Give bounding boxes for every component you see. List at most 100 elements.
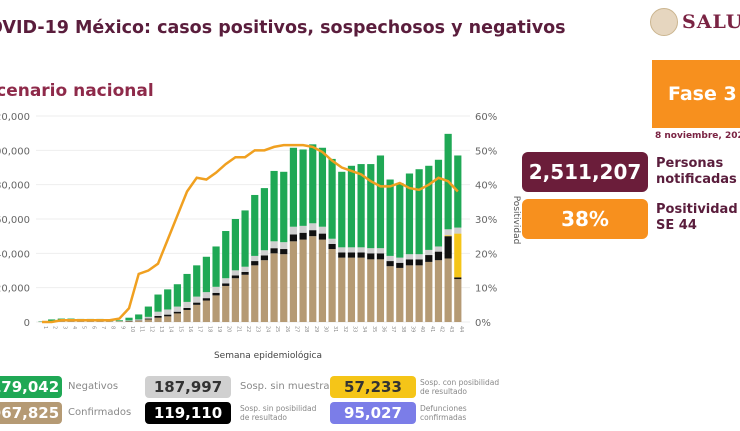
legend-value: 57,233 xyxy=(330,376,416,398)
bar-segment xyxy=(405,254,414,260)
bar-segment xyxy=(338,171,346,248)
bar-segment xyxy=(415,254,423,260)
bar-segment xyxy=(260,260,269,322)
bar-segment xyxy=(318,233,327,240)
bar-segment xyxy=(405,259,414,266)
bar-segment xyxy=(270,248,278,254)
bar-segment xyxy=(222,283,230,286)
bar-segment xyxy=(212,295,220,322)
x-tick-label: 43 xyxy=(448,326,454,332)
bar-segment xyxy=(115,320,123,322)
bar-segment xyxy=(357,257,365,322)
bar-segment xyxy=(280,242,288,250)
x-tick-label: 28 xyxy=(303,326,309,332)
legend-value: 179,042 xyxy=(0,376,62,398)
bar-segment xyxy=(270,241,278,249)
bar-segment xyxy=(357,247,365,253)
bar-segment xyxy=(251,261,259,266)
bar-segment xyxy=(347,252,356,258)
bar-segment xyxy=(231,278,239,322)
page-subtitle: scenario nacional xyxy=(0,81,154,101)
chart: 0 0% 20,000 10% 40,000 20% 60,000 30% 80,000 40% 1… xyxy=(0,112,521,361)
bar-segment xyxy=(309,144,317,224)
x-tick-label: 32 xyxy=(342,326,348,332)
y-tick-label: 0 xyxy=(24,318,30,329)
bar-segment xyxy=(299,149,307,226)
x-tick-label: 30 xyxy=(322,326,328,332)
kpi-label-line: SE 44 xyxy=(656,218,697,233)
bar-segment xyxy=(125,317,133,321)
x-tick-label: 33 xyxy=(351,326,357,332)
bar-segment xyxy=(347,165,356,248)
seal-icon xyxy=(650,8,678,36)
legend-value: 119,110 xyxy=(145,402,231,424)
bar-segment xyxy=(222,278,230,284)
bar-segment xyxy=(270,170,278,242)
kpi-personas-value: 2,511,207 xyxy=(522,152,648,192)
bar-segment xyxy=(444,235,452,237)
y-tick-label: 20,000 xyxy=(0,284,30,295)
kpi-label-line: notificadas xyxy=(656,172,737,187)
y-tick-label: 60,000 xyxy=(0,215,30,226)
x-tick-label: 23 xyxy=(255,326,261,332)
bar-segment xyxy=(434,251,443,261)
bar-segment xyxy=(212,246,220,287)
bar-segment xyxy=(328,158,336,239)
legend-label: Defunciones confirmadas xyxy=(420,404,467,422)
y2-tick-label: 20% xyxy=(475,249,497,260)
bar-segment xyxy=(173,306,181,312)
bar-segment xyxy=(144,316,152,319)
bar-segment xyxy=(144,319,152,322)
bar-segment xyxy=(135,319,143,321)
bar-segment xyxy=(231,219,239,271)
bar-segment xyxy=(173,313,181,322)
y2-tick-label: 10% xyxy=(475,284,497,295)
bar-segment xyxy=(396,262,404,268)
x-tick-label: 27 xyxy=(293,326,299,332)
bar-segment xyxy=(289,226,298,235)
x-tick-label: 44 xyxy=(458,326,464,332)
bar-segment xyxy=(96,321,104,322)
y-tick-label: 100,000 xyxy=(0,146,30,157)
bar-segment xyxy=(434,246,443,252)
x-tick-label: 13 xyxy=(158,326,164,332)
bar-segment xyxy=(347,247,356,253)
bar-segment xyxy=(367,248,375,254)
x-tick-label: 20 xyxy=(226,326,232,332)
bar-segment xyxy=(193,265,201,297)
bar-segment xyxy=(222,231,230,279)
bar-segment xyxy=(396,267,404,322)
bar-segment xyxy=(376,248,385,254)
bar-segment xyxy=(318,147,327,227)
bar-segment xyxy=(425,261,433,322)
x-tick-label: 4 xyxy=(71,326,77,329)
bar-segment xyxy=(154,317,162,322)
bar-segment xyxy=(241,266,249,272)
x-tick-label: 16 xyxy=(187,326,193,332)
bar-segment xyxy=(454,233,462,278)
x-tick-label: 11 xyxy=(139,326,145,332)
legend-label: Sosp. sin muestra xyxy=(240,381,330,392)
y2-tick-label: 50% xyxy=(475,146,497,157)
x-tick-label: 37 xyxy=(390,326,396,332)
bar-segment xyxy=(444,229,452,236)
kpi-label-line: Positividad xyxy=(656,202,738,217)
bar-segment xyxy=(173,311,181,314)
bar-segment xyxy=(125,321,133,322)
bar-segment xyxy=(309,236,317,322)
bar-segment xyxy=(193,304,201,322)
bar-segment xyxy=(57,321,65,322)
bar-segment xyxy=(328,249,336,322)
x-tick-label: 39 xyxy=(409,326,415,332)
bar-segment xyxy=(415,265,423,322)
bar-segment xyxy=(328,243,336,250)
bar-segment xyxy=(444,236,452,259)
bar-segment xyxy=(289,234,298,242)
bar-segment xyxy=(164,309,172,315)
x-tick-label: 34 xyxy=(361,326,367,332)
y2-axis-label: Positividad xyxy=(511,196,521,245)
bar-segment xyxy=(289,147,298,227)
x-tick-label: 9 xyxy=(119,326,125,329)
x-tick-label: 42 xyxy=(438,326,444,332)
bar-segment xyxy=(347,257,356,322)
